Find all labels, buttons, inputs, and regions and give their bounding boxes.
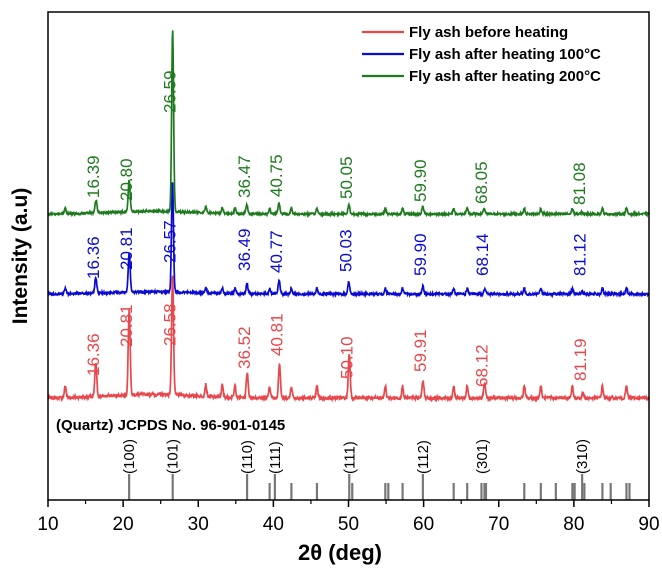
y-axis-title: Intensity (a.u) [9,188,32,325]
peak-label: 68.12 [473,344,492,387]
peak-label: 68.05 [472,161,491,204]
series-line-2 [47,182,650,299]
hkl-label: (310) [574,439,591,474]
x-axis-ticks: 10 20 30 40 50 60 70 80 90 [37,500,660,535]
legend-label: Fly ash before heating [409,24,568,41]
peak-label: 81.08 [570,162,589,205]
series-line-3 [47,30,650,219]
peak-label: 20.81 [117,304,136,347]
peak-label: 50.03 [337,229,356,272]
peak-label: 16.36 [84,236,103,279]
peak-label: 20.81 [117,227,136,270]
series-layer [47,30,650,403]
x-tick-label: 50 [338,514,359,535]
x-tick-label: 90 [638,514,659,535]
legend-label: Fly ash after heating 100°C [409,46,601,63]
peak-label: 26.57 [161,220,180,263]
peak-label: 40.77 [267,230,286,273]
peak-label: 16.39 [84,155,103,198]
peak-label: 36.52 [235,326,254,369]
hkl-label: (110) [239,440,256,474]
hkl-label: (111) [267,441,284,474]
x-tick-label: 60 [413,514,434,535]
peak-labels: 16.36 20.81 26.58 36.52 40.81 50.10 59.91 68.12… [84,70,590,387]
peak-label: 50.10 [337,336,356,379]
peak-label: 68.14 [473,233,492,276]
x-tick-label: 30 [188,514,209,535]
peak-label: 36.47 [235,155,254,198]
peak-label: 36.49 [235,228,254,271]
peak-label: 81.19 [571,338,590,381]
peak-label: 16.36 [84,333,103,376]
hkl-label: (301) [474,439,491,474]
hkl-label: (111) [341,441,358,474]
peak-label: 26.58 [161,303,180,346]
reference-title: (Quartz) JCPDS No. 96-901-0145 [56,417,285,434]
hkl-label: (112) [415,440,432,474]
hkl-label: (101) [165,439,182,474]
x-tick-label: 20 [113,514,134,535]
x-tick-label: 70 [488,514,509,535]
legend: Fly ash before heating Fly ash after heat… [362,24,601,85]
series-line-1 [47,275,650,403]
peak-label: 50.05 [337,156,356,199]
peak-label: 26.59 [161,70,180,113]
x-tick-label: 10 [37,514,58,535]
peak-label: 81.12 [570,233,589,276]
hkl-label: (100) [121,439,138,474]
x-tick-label: 80 [563,514,584,535]
x-tick-label: 40 [263,514,284,535]
legend-label: Fly ash after heating 200°C [409,68,601,85]
peak-label: 20.80 [117,158,136,201]
x-axis-title: 2θ (deg) [298,540,382,565]
peak-label: 59.90 [411,233,430,276]
reference-pattern: (Quartz) JCPDS No. 96-901-0145 (100) (101)… [56,417,631,500]
peak-label: 40.81 [268,313,287,356]
peak-label: 59.90 [411,159,430,202]
peak-label: 40.75 [267,154,286,197]
peak-label: 59.91 [411,329,430,372]
